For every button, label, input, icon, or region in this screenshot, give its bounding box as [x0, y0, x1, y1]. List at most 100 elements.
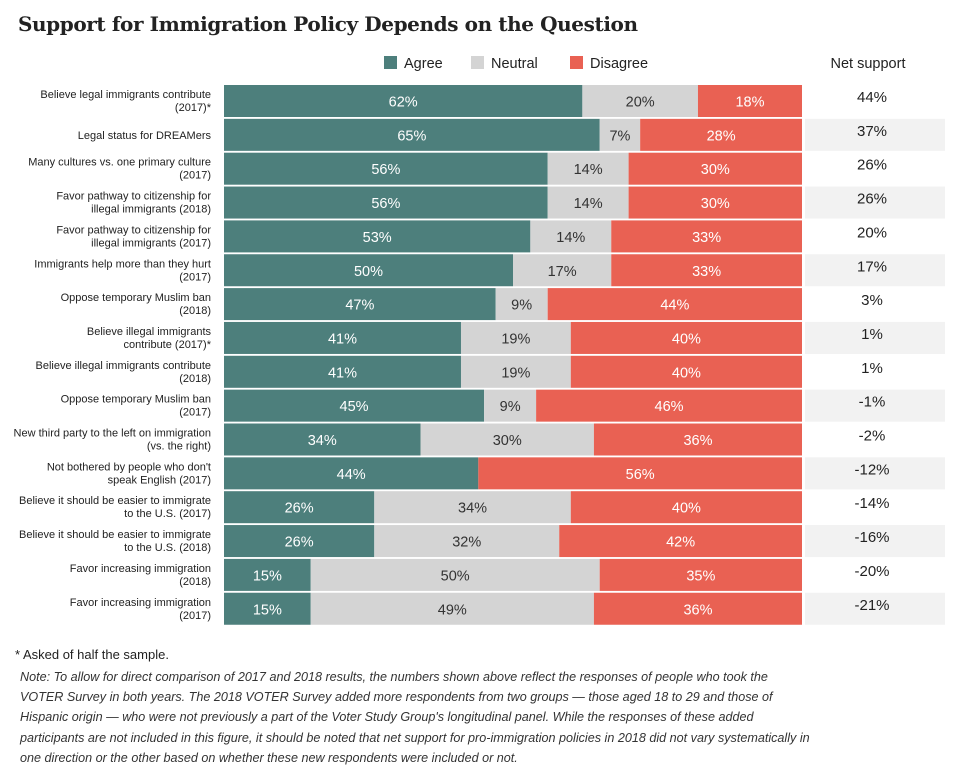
bar-disagree: [570, 491, 802, 524]
data-label-disagree: 33%: [692, 230, 721, 246]
net-support-value: -12%: [854, 461, 889, 478]
category-label: Believe it should be easier to immigrate: [19, 529, 211, 541]
data-label-disagree: 18%: [735, 95, 764, 111]
bar-neutral: [420, 423, 594, 456]
net-support-band: [805, 118, 945, 151]
bar-disagree: [611, 254, 802, 287]
net-support-band: [805, 389, 945, 422]
data-label-neutral: 20%: [626, 95, 655, 111]
data-label-neutral: 32%: [452, 535, 481, 551]
net-support-value: 1%: [861, 360, 883, 377]
net-support-value: -2%: [859, 428, 886, 445]
data-label-disagree: 40%: [672, 365, 701, 381]
data-label-agree: 15%: [253, 602, 282, 618]
category-label: Legal status for DREAMers: [78, 130, 212, 142]
data-label-disagree: 40%: [672, 331, 701, 347]
net-support-value: 17%: [857, 258, 887, 275]
data-label-neutral: 34%: [458, 501, 487, 517]
net-support-value: -16%: [854, 529, 889, 546]
net-support-value: 37%: [857, 123, 887, 140]
net-support-band: [805, 186, 945, 219]
category-label: (vs. the right): [147, 441, 211, 453]
methodology-note: Note: To allow for direct comparison of …: [20, 670, 810, 765]
category-label: Favor increasing immigration: [70, 597, 211, 609]
bar-agree: [224, 389, 485, 422]
net-support-value: 20%: [857, 224, 887, 241]
category-label: illegal immigrants (2018): [91, 204, 211, 216]
category-label: (2017)*: [175, 102, 212, 114]
net-support-value: -20%: [854, 563, 889, 580]
category-label: Believe illegal immigrants: [87, 326, 212, 338]
data-label-agree: 50%: [354, 264, 383, 280]
bar-agree: [224, 525, 375, 558]
category-label: Believe it should be easier to immigrate: [19, 495, 211, 507]
category-label: Not bothered by people who don't: [47, 461, 211, 473]
data-label-agree: 53%: [363, 230, 392, 246]
bar-disagree: [611, 220, 802, 253]
category-label: Many cultures vs. one primary culture: [28, 157, 211, 169]
data-label-agree: 56%: [371, 162, 400, 178]
data-label-agree: 45%: [340, 399, 369, 415]
data-label-neutral: 9%: [511, 298, 532, 314]
bar-neutral: [310, 558, 600, 591]
net-support-value: 3%: [861, 292, 883, 309]
bar-disagree: [640, 118, 802, 151]
category-label: to the U.S. (2018): [124, 542, 211, 554]
stacked-bar-chart: Agree Neutral Disagree Net support Believe l…: [14, 56, 945, 625]
data-label-neutral: 49%: [438, 602, 467, 618]
bar-disagree: [559, 525, 802, 558]
data-label-agree: 26%: [285, 501, 314, 517]
data-label-disagree: 36%: [683, 433, 712, 449]
category-label: (2017): [179, 610, 211, 622]
bar-agree: [224, 288, 496, 321]
data-label-agree: 15%: [253, 568, 282, 584]
bar-neutral: [460, 355, 571, 388]
bar-disagree: [570, 355, 802, 388]
data-label-neutral: 50%: [441, 568, 470, 584]
net-support-band: [805, 254, 945, 287]
bar-neutral: [374, 491, 571, 524]
net-support-value: 26%: [857, 157, 887, 174]
data-label-neutral: 19%: [501, 331, 530, 347]
data-label-agree: 26%: [285, 535, 314, 551]
bar-agree: [224, 592, 311, 625]
bar-disagree: [547, 288, 802, 321]
bar-agree: [224, 118, 600, 151]
legend-label-neutral: Neutral: [491, 56, 538, 72]
net-support-value: -14%: [854, 495, 889, 512]
bar-neutral: [582, 85, 698, 117]
bar-neutral: [530, 220, 612, 253]
data-label-disagree: 56%: [626, 467, 655, 483]
bar-disagree: [593, 423, 802, 456]
bar-neutral: [599, 118, 641, 151]
category-label: Immigrants help more than they hurt: [34, 258, 211, 270]
data-label-disagree: 46%: [655, 399, 684, 415]
bar-neutral: [547, 152, 629, 185]
bar-disagree: [536, 389, 802, 422]
data-label-agree: 41%: [328, 331, 357, 347]
data-label-neutral: 9%: [500, 399, 521, 415]
category-label: (2018): [179, 305, 211, 317]
data-label-neutral: 19%: [501, 365, 530, 381]
data-label-disagree: 30%: [701, 162, 730, 178]
data-label-disagree: 42%: [666, 535, 695, 551]
data-label-neutral: 14%: [574, 162, 603, 178]
data-label-neutral: 14%: [556, 230, 585, 246]
bar-disagree: [697, 85, 802, 117]
net-support-value: 44%: [857, 89, 887, 106]
bar-neutral: [374, 525, 560, 558]
data-label-disagree: 28%: [707, 128, 736, 144]
bar-agree: [224, 186, 548, 219]
data-label-disagree: 33%: [692, 264, 721, 280]
bar-disagree: [628, 152, 802, 185]
data-label-neutral: 30%: [493, 433, 522, 449]
bar-disagree: [570, 321, 802, 354]
legend-swatch-neutral: [471, 56, 484, 69]
net-support-value: 1%: [861, 326, 883, 343]
net-support-band: [805, 592, 945, 625]
net-support-header: Net support: [831, 56, 906, 72]
category-label: Favor pathway to citizenship for: [56, 191, 211, 203]
data-label-agree: 56%: [371, 196, 400, 212]
bar-agree: [224, 491, 375, 524]
net-support-band: [805, 321, 945, 354]
